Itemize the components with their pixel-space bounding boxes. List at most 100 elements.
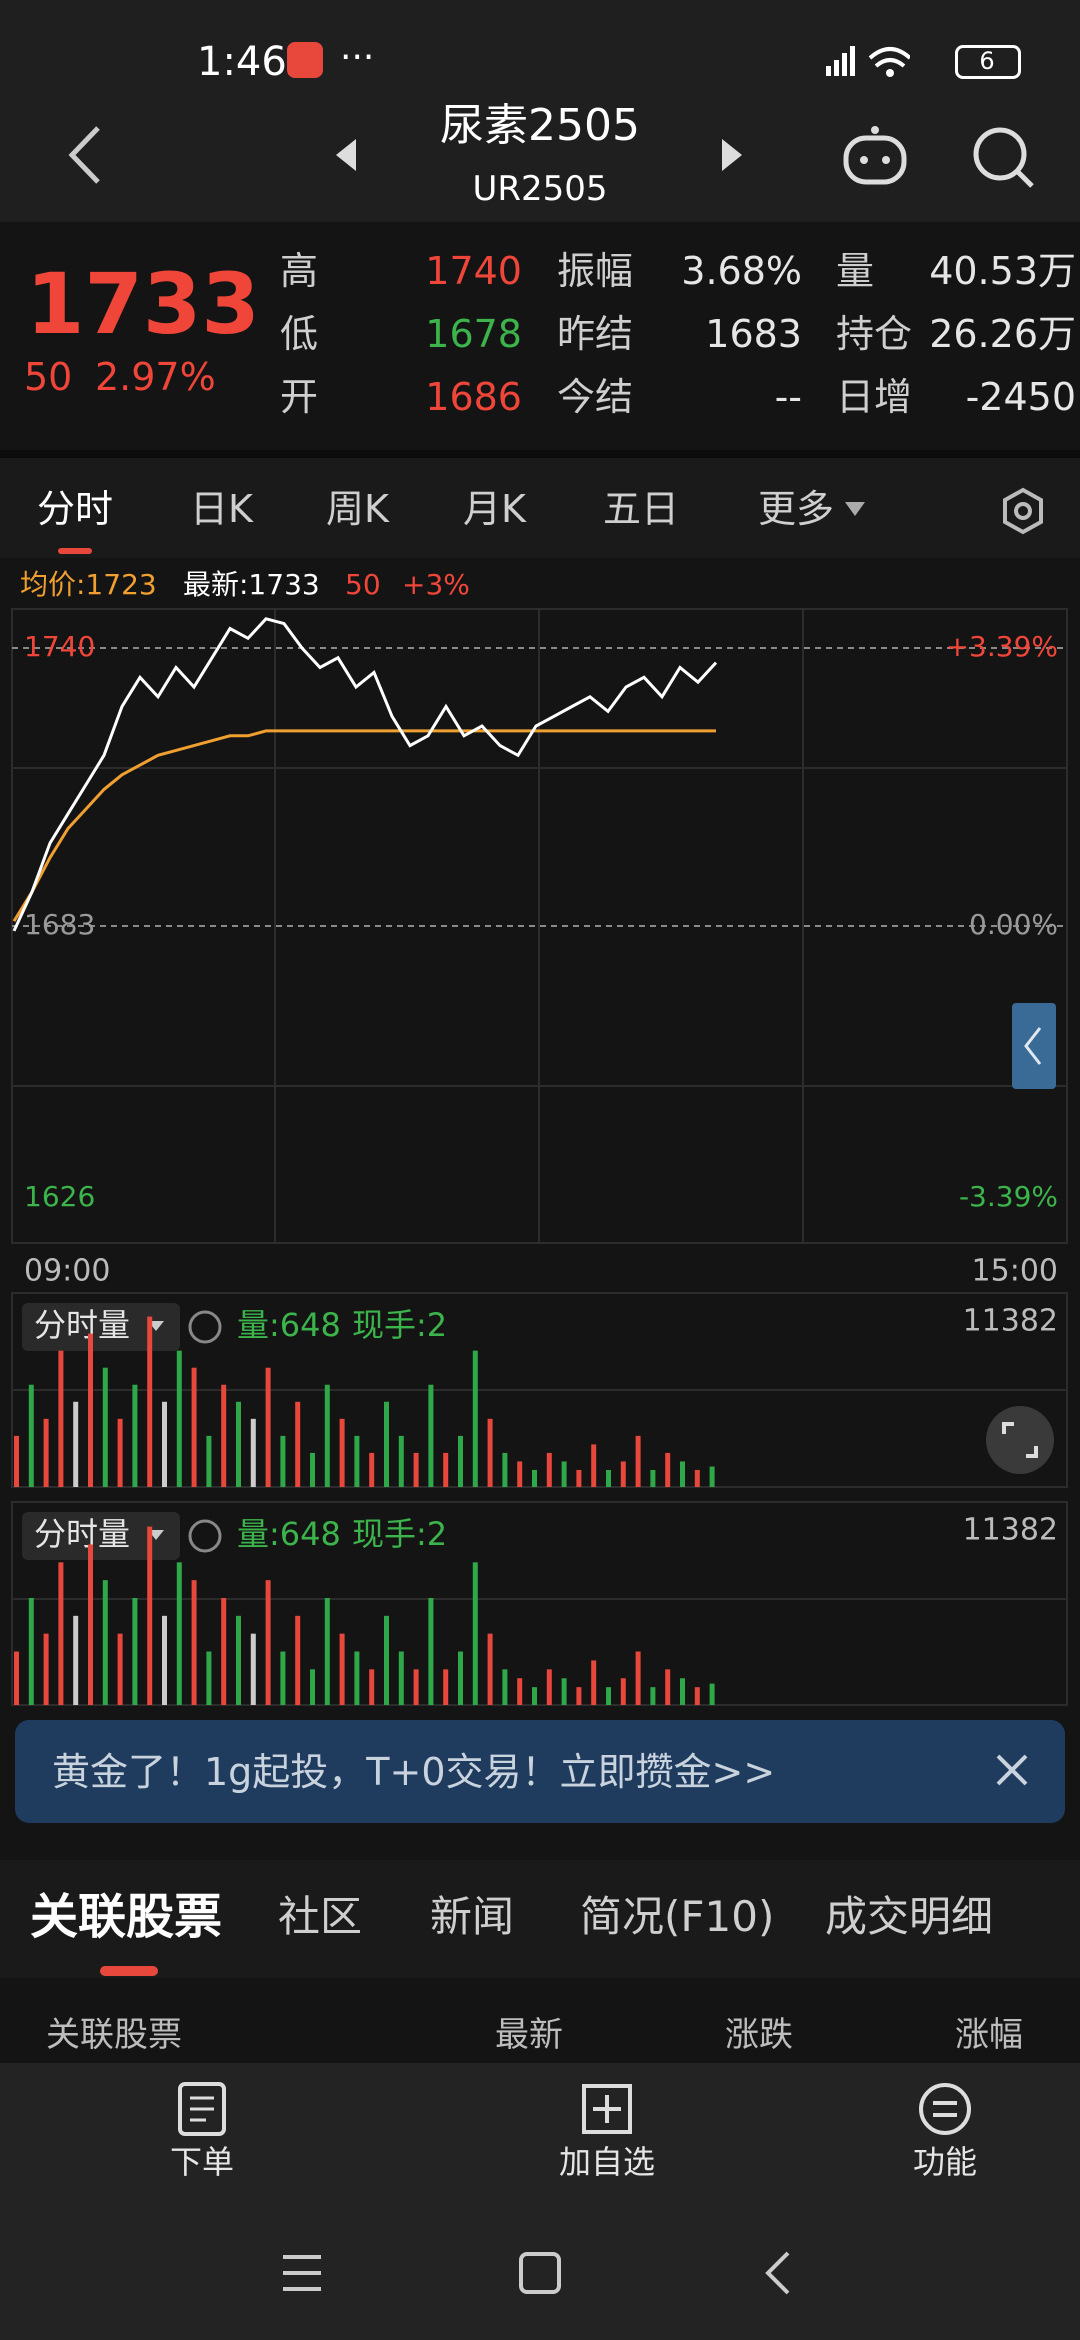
promo-banner[interactable] <box>15 1720 1065 1823</box>
volume-bar <box>398 1435 404 1487</box>
volume-bar <box>132 1384 138 1487</box>
volume-bar <box>650 1687 656 1705</box>
volume-bar <box>310 1669 315 1705</box>
volume-bar <box>472 1562 478 1705</box>
table-header-cell: 涨幅 <box>955 2015 1023 2055</box>
volume-hand: 现手:2 <box>352 1306 447 1344</box>
price-line <box>12 729 716 922</box>
volume-bar <box>546 1669 552 1705</box>
banner-close[interactable] <box>994 1752 1030 1788</box>
volume-bar <box>709 1466 715 1487</box>
table-header-cell: 最新 <box>495 2015 563 2055</box>
price-change: 50 <box>24 355 73 399</box>
avg-price: 均价:1723 <box>20 568 157 601</box>
volume-bar <box>280 1435 286 1487</box>
next-contract[interactable] <box>718 135 748 175</box>
section-indicator <box>100 1966 158 1976</box>
top-bar <box>0 0 1080 222</box>
volume-bar <box>88 1333 93 1487</box>
volume-bar <box>354 1651 360 1705</box>
volume-bar <box>206 1651 212 1705</box>
bottom-action[interactable]: 功能 <box>912 2143 978 2181</box>
volume-bar <box>694 1687 700 1705</box>
bottom-action[interactable]: 下单 <box>169 2143 235 2181</box>
volume-bar <box>517 1678 523 1705</box>
section-tab[interactable]: 成交明细 <box>825 1892 994 1941</box>
last-price: 1733 <box>26 255 260 353</box>
volume-bar <box>117 1418 123 1487</box>
stat-value: 26.26万 <box>929 312 1076 356</box>
section-tab[interactable]: 简况(F10) <box>580 1892 775 1941</box>
tab-indicator <box>58 548 92 554</box>
back-button[interactable] <box>60 120 110 190</box>
stat-value: 1686 <box>425 375 522 419</box>
volume-bar <box>620 1461 626 1487</box>
bottom-icons <box>178 2082 971 2136</box>
volume-bar <box>709 1683 715 1705</box>
volume-bar <box>443 1452 449 1487</box>
volume-bar <box>620 1678 626 1705</box>
y-tick-label: 1740 <box>24 630 95 663</box>
stat-value: 1740 <box>425 249 522 293</box>
volume-bar <box>102 1580 108 1705</box>
search-button[interactable] <box>970 124 1036 190</box>
volume-bar <box>502 1452 508 1487</box>
robot-button[interactable] <box>840 122 910 188</box>
volume-bar <box>58 1350 64 1487</box>
volume-bar <box>295 1401 301 1487</box>
volume-bar <box>369 1669 375 1705</box>
chart-tab[interactable]: 分时 <box>37 487 114 531</box>
volume-bar <box>132 1597 138 1705</box>
prev-contract[interactable] <box>330 135 360 175</box>
volume-bar <box>502 1669 508 1705</box>
y-tick-label: 11382 <box>963 1513 1058 1548</box>
chart-tab[interactable]: 周K <box>326 487 389 531</box>
volume-bar <box>191 1367 197 1487</box>
chart-tab[interactable]: 五日 <box>603 487 680 531</box>
volume-bar <box>295 1615 301 1705</box>
volume-bar <box>561 1461 567 1487</box>
chart-tab[interactable]: 日K <box>190 487 253 531</box>
settings-button[interactable] <box>998 486 1048 536</box>
chart-tab[interactable]: 更多 <box>758 487 835 531</box>
section-tab[interactable]: 社区 <box>278 1892 363 1941</box>
volume-bar <box>88 1544 93 1705</box>
volume-bar <box>265 1580 271 1705</box>
volume-hand: 现手:2 <box>352 1515 447 1553</box>
volume-bar <box>102 1367 108 1487</box>
volume-bar <box>576 1687 582 1705</box>
volume-bar <box>250 1633 256 1705</box>
charts: 1740 +3.39% 1683 0.00% 1626 -3.39% 09:00 15:00 1… <box>11 608 1068 1706</box>
volume-bar <box>561 1678 567 1705</box>
volume-bar <box>680 1461 685 1487</box>
volume-bar <box>680 1678 685 1705</box>
status-more: ··· <box>340 37 375 78</box>
volume-bar <box>384 1401 389 1487</box>
volume-bar <box>458 1435 463 1487</box>
stat-label: 昨结 <box>557 312 634 356</box>
fullscreen-icon <box>1002 1422 1038 1458</box>
section-tab[interactable]: 关联股票 <box>30 1889 223 1945</box>
stat-value: -2450 <box>965 375 1076 419</box>
volume-bar <box>487 1418 493 1487</box>
volume-bar <box>384 1615 389 1705</box>
volume-label: 分时量 <box>34 1306 130 1344</box>
volume-bar <box>517 1461 523 1487</box>
info-pct: +3% <box>402 568 470 601</box>
bottom-action[interactable]: 加自选 <box>558 2143 656 2181</box>
volume-bar <box>14 1651 19 1705</box>
volume-bar <box>14 1435 19 1487</box>
stat-value: 40.53万 <box>929 249 1076 293</box>
chart-tab[interactable]: 月K <box>463 487 526 531</box>
volume-bar <box>591 1444 597 1487</box>
volume-bar <box>413 1452 419 1487</box>
chart-tabs-bg <box>0 458 1080 558</box>
signal-icons <box>826 46 910 77</box>
volume-bar <box>606 1469 611 1487</box>
section-tab[interactable]: 新闻 <box>430 1892 515 1941</box>
help-icon <box>188 1310 222 1344</box>
volume-bar <box>398 1651 404 1705</box>
volume-bar <box>591 1660 597 1705</box>
y-tick-label: 1626 <box>24 1180 95 1213</box>
